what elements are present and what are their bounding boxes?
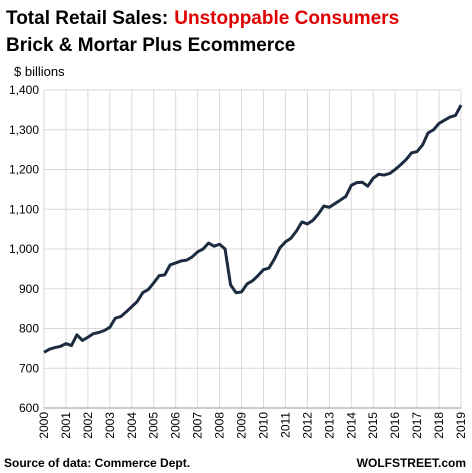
x-tick-label: 2010 [256, 412, 270, 439]
x-tick-label: 2012 [300, 412, 314, 439]
y-tick-label: 800 [19, 322, 39, 336]
x-tick-label: 2001 [59, 412, 73, 439]
x-tick-label: 2008 [213, 412, 227, 439]
source: Source of data: Commerce Dept. [4, 456, 190, 470]
credit: WOLFSTREET.com [357, 456, 466, 470]
x-tick-label: 2005 [147, 412, 161, 439]
x-tick-label: 2013 [322, 412, 336, 439]
y-tick-label: 1,300 [9, 123, 39, 137]
x-tick-label: 2017 [410, 412, 424, 439]
data-line [43, 104, 463, 354]
y-tick-label: 700 [19, 361, 39, 375]
x-tick-label: 2015 [366, 412, 380, 439]
y-tick-label: 600 [19, 401, 39, 415]
y-tick-label: 900 [19, 282, 39, 296]
y-axis-label: $ billions [14, 64, 65, 79]
y-tick-label: 1,200 [9, 163, 39, 177]
x-tick-label: 2009 [235, 412, 249, 439]
x-tick-label: 2011 [278, 412, 292, 438]
x-tick-label: 2019 [454, 412, 468, 439]
y-tick-label: 1,100 [9, 202, 39, 216]
x-tick-label: 2018 [432, 412, 446, 439]
x-tick-label: 2002 [81, 412, 95, 439]
y-tick-label: 1,400 [9, 83, 39, 97]
x-tick-label: 2000 [37, 412, 51, 439]
title-emphasis: Unstoppable Consumers [174, 8, 399, 29]
x-tick-label: 2016 [388, 412, 402, 439]
title-main: Total Retail Sales: [6, 8, 168, 29]
y-tick-label: 1,000 [9, 242, 39, 256]
x-tick-label: 2004 [125, 412, 139, 439]
x-tick-label: 2014 [344, 412, 358, 439]
chart-title: Total Retail Sales: Unstoppable Consumers [6, 8, 399, 29]
x-tick-label: 2003 [103, 412, 117, 439]
chart-subtitle: Brick & Mortar Plus Ecommerce [6, 35, 295, 56]
x-tick-label: 2006 [169, 412, 183, 439]
x-tick-label: 2007 [191, 412, 205, 439]
